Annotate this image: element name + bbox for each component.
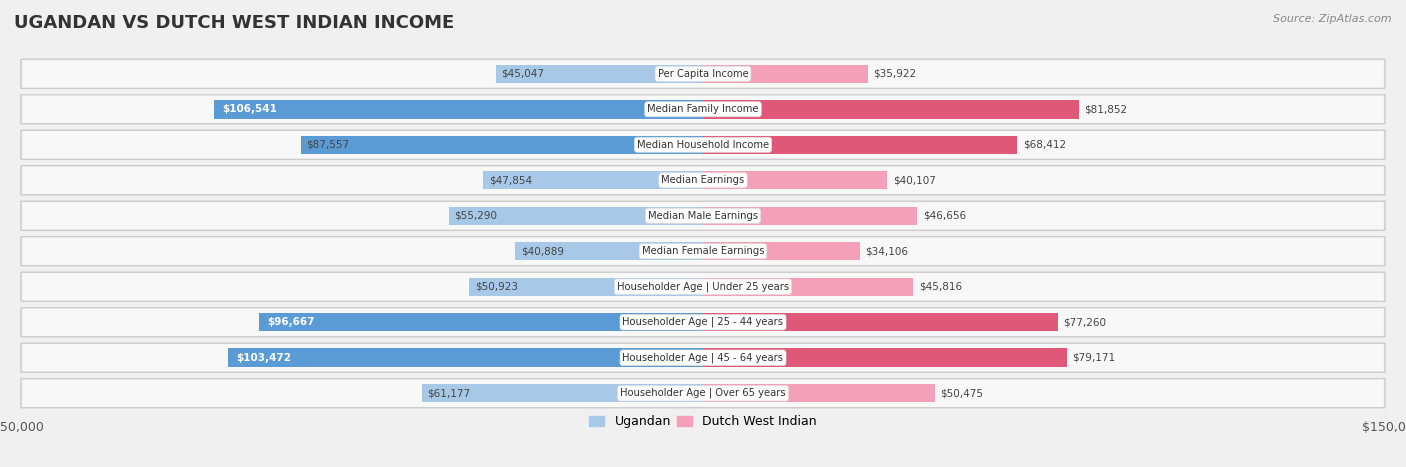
Text: Median Male Earnings: Median Male Earnings bbox=[648, 211, 758, 221]
Bar bbox=[214, 100, 703, 119]
Bar bbox=[703, 171, 887, 190]
Text: Median Earnings: Median Earnings bbox=[661, 175, 745, 185]
Text: Householder Age | Over 65 years: Householder Age | Over 65 years bbox=[620, 388, 786, 398]
Bar bbox=[703, 135, 1017, 154]
Text: $35,922: $35,922 bbox=[873, 69, 917, 79]
Text: $47,854: $47,854 bbox=[489, 175, 531, 185]
FancyBboxPatch shape bbox=[22, 96, 1384, 123]
Bar bbox=[515, 242, 703, 261]
Bar bbox=[301, 135, 703, 154]
FancyBboxPatch shape bbox=[21, 95, 1385, 124]
FancyBboxPatch shape bbox=[21, 308, 1385, 337]
Bar bbox=[703, 348, 1067, 367]
Bar bbox=[259, 313, 703, 332]
Bar bbox=[484, 171, 703, 190]
Text: $68,412: $68,412 bbox=[1022, 140, 1066, 150]
Text: $96,667: $96,667 bbox=[267, 317, 315, 327]
Text: $87,557: $87,557 bbox=[307, 140, 350, 150]
FancyBboxPatch shape bbox=[22, 238, 1384, 265]
Bar bbox=[703, 384, 935, 403]
Bar bbox=[703, 100, 1078, 119]
Text: Householder Age | 45 - 64 years: Householder Age | 45 - 64 years bbox=[623, 353, 783, 363]
Text: Median Household Income: Median Household Income bbox=[637, 140, 769, 150]
FancyBboxPatch shape bbox=[21, 379, 1385, 408]
FancyBboxPatch shape bbox=[22, 131, 1384, 158]
Bar bbox=[228, 348, 703, 367]
FancyBboxPatch shape bbox=[22, 344, 1384, 371]
Bar bbox=[703, 206, 917, 225]
Text: Householder Age | Under 25 years: Householder Age | Under 25 years bbox=[617, 282, 789, 292]
Text: $50,475: $50,475 bbox=[941, 388, 983, 398]
Text: $50,923: $50,923 bbox=[475, 282, 517, 292]
FancyBboxPatch shape bbox=[21, 272, 1385, 301]
Text: $81,852: $81,852 bbox=[1084, 104, 1128, 114]
FancyBboxPatch shape bbox=[22, 309, 1384, 336]
FancyBboxPatch shape bbox=[21, 59, 1385, 88]
Bar bbox=[703, 277, 914, 296]
FancyBboxPatch shape bbox=[21, 343, 1385, 372]
Text: Median Family Income: Median Family Income bbox=[647, 104, 759, 114]
FancyBboxPatch shape bbox=[21, 237, 1385, 266]
FancyBboxPatch shape bbox=[21, 130, 1385, 159]
Bar bbox=[703, 313, 1057, 332]
Text: $77,260: $77,260 bbox=[1063, 317, 1107, 327]
Text: Householder Age | 25 - 44 years: Householder Age | 25 - 44 years bbox=[623, 317, 783, 327]
Text: $103,472: $103,472 bbox=[236, 353, 291, 363]
Text: UGANDAN VS DUTCH WEST INDIAN INCOME: UGANDAN VS DUTCH WEST INDIAN INCOME bbox=[14, 14, 454, 32]
Bar bbox=[449, 206, 703, 225]
Text: Per Capita Income: Per Capita Income bbox=[658, 69, 748, 79]
Text: Median Female Earnings: Median Female Earnings bbox=[641, 246, 765, 256]
Bar bbox=[470, 277, 703, 296]
Text: $55,290: $55,290 bbox=[454, 211, 498, 221]
Bar bbox=[703, 242, 859, 261]
Text: Source: ZipAtlas.com: Source: ZipAtlas.com bbox=[1274, 14, 1392, 24]
Legend: Ugandan, Dutch West Indian: Ugandan, Dutch West Indian bbox=[585, 410, 821, 433]
FancyBboxPatch shape bbox=[22, 167, 1384, 194]
Bar bbox=[496, 64, 703, 83]
FancyBboxPatch shape bbox=[22, 380, 1384, 407]
Text: $46,656: $46,656 bbox=[922, 211, 966, 221]
FancyBboxPatch shape bbox=[22, 60, 1384, 87]
Text: $34,106: $34,106 bbox=[865, 246, 908, 256]
Text: $40,107: $40,107 bbox=[893, 175, 935, 185]
FancyBboxPatch shape bbox=[22, 273, 1384, 300]
Text: $45,047: $45,047 bbox=[502, 69, 544, 79]
Bar bbox=[703, 64, 868, 83]
FancyBboxPatch shape bbox=[21, 166, 1385, 195]
FancyBboxPatch shape bbox=[22, 202, 1384, 229]
FancyBboxPatch shape bbox=[21, 201, 1385, 230]
Text: $40,889: $40,889 bbox=[520, 246, 564, 256]
Text: $106,541: $106,541 bbox=[222, 104, 277, 114]
Text: $79,171: $79,171 bbox=[1073, 353, 1115, 363]
Text: $61,177: $61,177 bbox=[427, 388, 471, 398]
Text: $45,816: $45,816 bbox=[920, 282, 962, 292]
Bar bbox=[422, 384, 703, 403]
